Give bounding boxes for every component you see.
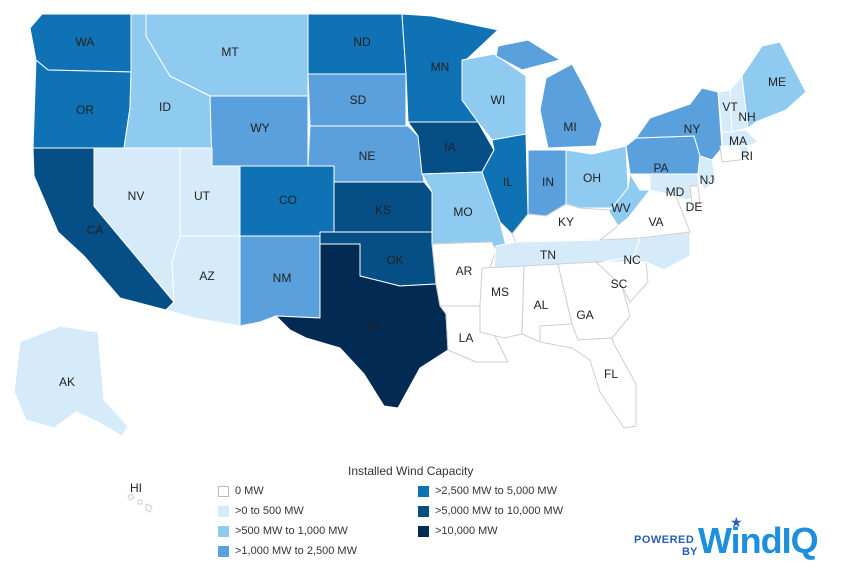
state-label-RI: RI: [741, 149, 753, 163]
legend-label: >1,000 MW to 2,500 MW: [235, 545, 357, 557]
state-label-NM: NM: [273, 271, 292, 285]
state-label-CA: CA: [87, 223, 104, 237]
state-label-WA: WA: [76, 35, 95, 49]
state-label-MN: MN: [431, 60, 450, 74]
state-MI[interactable]: [495, 39, 603, 149]
legend-item: 0 MW: [218, 485, 264, 497]
state-MA[interactable]: [721, 129, 759, 147]
state-label-WY: WY: [250, 121, 269, 135]
state-label-IL: IL: [503, 175, 513, 189]
legend-item: >2,500 MW to 5,000 MW: [418, 485, 557, 497]
state-label-NC: NC: [623, 253, 641, 267]
state-label-SD: SD: [350, 93, 367, 107]
state-label-OH: OH: [583, 171, 601, 185]
legend-title: Installed Wind Capacity: [348, 464, 474, 478]
state-label-TN: TN: [540, 248, 556, 262]
state-label-MA: MA: [729, 134, 747, 148]
state-label-ND: ND: [353, 35, 371, 49]
legend-swatch: [218, 525, 229, 537]
state-label-MI: MI: [563, 120, 576, 134]
state-label-MD: MD: [666, 185, 685, 199]
state-label-FL: FL: [604, 367, 618, 381]
legend-label: >500 MW to 1,000 MW: [235, 525, 348, 537]
state-label-ME: ME: [768, 75, 786, 89]
state-label-AZ: AZ: [199, 269, 214, 283]
state-label-NH: NH: [738, 110, 755, 124]
state-HI[interactable]: [127, 493, 153, 513]
state-IL[interactable]: [481, 133, 529, 235]
state-label-ID: ID: [159, 100, 171, 114]
state-label-HI: HI: [130, 481, 142, 495]
state-label-NJ: NJ: [700, 173, 715, 187]
legend-item: >5,000 MW to 10,000 MW: [418, 505, 563, 517]
legend-swatch: [218, 545, 229, 557]
state-label-NE: NE: [359, 149, 376, 163]
state-DE[interactable]: [689, 185, 701, 205]
state-NJ[interactable]: [697, 155, 717, 191]
state-label-MS: MS: [491, 285, 509, 299]
state-label-MT: MT: [221, 45, 239, 59]
state-label-DE: DE: [686, 200, 703, 214]
state-label-AR: AR: [456, 264, 473, 278]
legend-item: >0 to 500 MW: [218, 505, 304, 517]
legend-swatch: [418, 525, 429, 537]
state-label-VT: VT: [722, 100, 738, 114]
legend-label: 0 MW: [235, 485, 264, 497]
star-icon: ★: [730, 514, 743, 530]
state-TX[interactable]: [275, 243, 449, 409]
legend-swatch: [218, 505, 229, 517]
state-label-IA: IA: [444, 140, 455, 154]
legend-label: >10,000 MW: [435, 525, 498, 537]
state-label-AK: AK: [59, 375, 75, 389]
state-label-UT: UT: [194, 189, 211, 203]
legend-label: >2,500 MW to 5,000 MW: [435, 485, 557, 497]
state-label-GA: GA: [576, 308, 593, 322]
state-label-PA: PA: [653, 161, 668, 175]
state-label-SC: SC: [611, 277, 628, 291]
windiq-logo: POWERED BY ★ WindIQ: [634, 514, 856, 562]
state-label-NV: NV: [128, 189, 145, 203]
state-label-IN: IN: [542, 175, 554, 189]
legend-label: >5,000 MW to 10,000 MW: [435, 505, 564, 517]
state-label-LA: LA: [459, 331, 474, 345]
state-label-NY: NY: [684, 122, 701, 136]
legend-swatch: [418, 505, 429, 517]
legend: Installed Wind Capacity 0 MW >0 to 500 MW…: [218, 463, 618, 563]
logo-powered-text: POWERED: [634, 534, 695, 546]
state-label-VA: VA: [648, 215, 663, 229]
legend-label: >0 to 500 MW: [235, 505, 304, 517]
state-label-WV: WV: [611, 201, 630, 215]
state-MS[interactable]: [479, 265, 525, 339]
legend-swatch: [418, 485, 429, 497]
state-NY[interactable]: [635, 87, 723, 161]
state-label-AL: AL: [534, 298, 549, 312]
state-label-KS: KS: [375, 203, 391, 217]
state-label-TX: TX: [365, 320, 380, 334]
state-label-KY: KY: [558, 215, 574, 229]
state-label-CO: CO: [279, 193, 297, 207]
state-FL[interactable]: [539, 323, 637, 429]
state-ME[interactable]: [741, 41, 807, 129]
legend-item: >1,000 MW to 2,500 MW: [218, 545, 357, 557]
state-label-MO: MO: [453, 205, 472, 219]
legend-swatch: [218, 485, 229, 497]
legend-item: >500 MW to 1,000 MW: [218, 525, 348, 537]
legend-item: >10,000 MW: [418, 525, 498, 537]
logo-brand-text: WindIQ: [698, 520, 819, 561]
state-label-WI: WI: [491, 93, 506, 107]
state-WV[interactable]: [607, 173, 651, 227]
logo-by-text: BY: [682, 546, 698, 558]
state-label-OK: OK: [386, 253, 403, 267]
state-NC[interactable]: [603, 231, 691, 271]
state-AK[interactable]: [13, 325, 129, 437]
state-label-OR: OR: [76, 103, 94, 117]
